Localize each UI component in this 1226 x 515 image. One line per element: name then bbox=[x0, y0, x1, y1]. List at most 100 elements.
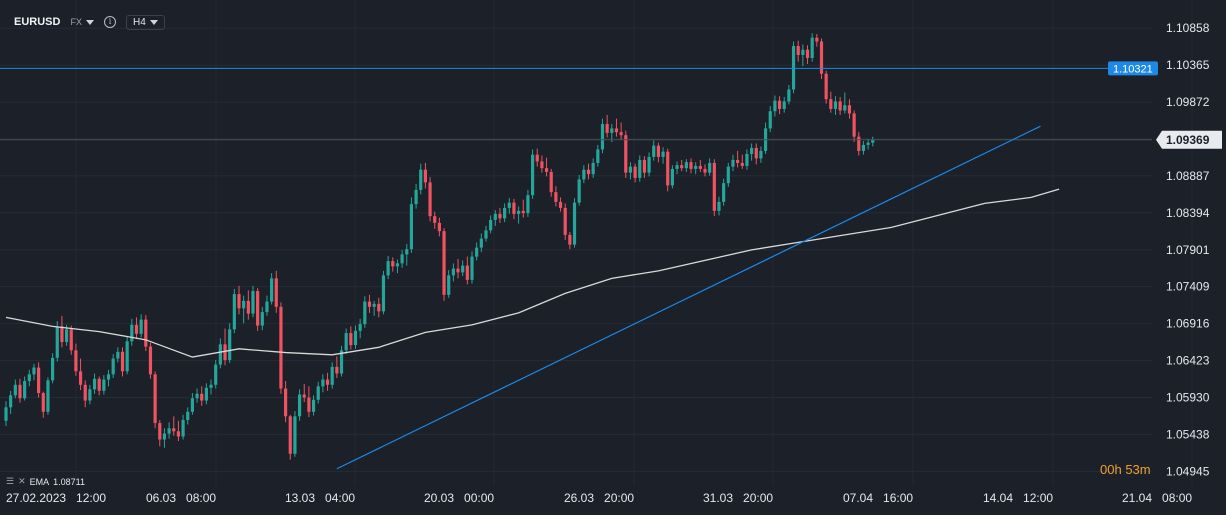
candle bbox=[521, 199, 525, 218]
candle bbox=[409, 197, 414, 253]
ema-label: EMA bbox=[29, 476, 50, 487]
candle bbox=[130, 318, 134, 346]
candle bbox=[367, 294, 372, 313]
candle bbox=[237, 285, 241, 315]
x-tick-label: 07.04 16:00 bbox=[843, 491, 913, 505]
candle bbox=[437, 217, 441, 237]
candle bbox=[530, 149, 535, 199]
candle bbox=[638, 155, 642, 182]
candle bbox=[661, 147, 665, 164]
candle bbox=[302, 384, 306, 403]
candle bbox=[717, 196, 721, 216]
candle bbox=[712, 159, 716, 217]
candle bbox=[726, 162, 730, 187]
candle bbox=[260, 306, 264, 331]
candle bbox=[83, 380, 87, 408]
candle bbox=[88, 384, 92, 405]
candle bbox=[544, 157, 549, 177]
candle bbox=[507, 198, 511, 214]
y-tick-label: 1.08887 bbox=[1166, 169, 1210, 183]
candle bbox=[307, 386, 311, 418]
candle bbox=[97, 376, 101, 396]
candle bbox=[568, 231, 572, 250]
candle bbox=[675, 161, 679, 175]
candle bbox=[475, 242, 479, 261]
candle bbox=[689, 158, 693, 174]
candle bbox=[377, 297, 381, 318]
x-tick-label: 14.04 12:00 bbox=[983, 491, 1053, 505]
candle bbox=[773, 95, 777, 117]
candle bbox=[195, 388, 199, 403]
candle bbox=[372, 300, 376, 316]
candle bbox=[605, 114, 609, 138]
candle bbox=[311, 395, 316, 416]
level-price-tag[interactable]: 1.10321 bbox=[1108, 61, 1158, 76]
candle bbox=[805, 45, 810, 64]
candle bbox=[736, 150, 740, 168]
candle bbox=[330, 362, 334, 389]
candle bbox=[591, 158, 595, 178]
candle bbox=[335, 356, 339, 379]
candle bbox=[871, 136, 875, 147]
candle bbox=[703, 164, 707, 177]
candle bbox=[316, 381, 320, 404]
candle bbox=[176, 420, 181, 442]
candle bbox=[861, 141, 866, 155]
timeframe-selector[interactable]: H4 bbox=[125, 14, 165, 30]
x-tick-label: 26.03 20:00 bbox=[564, 491, 634, 505]
timeframe-label: H4 bbox=[132, 16, 146, 28]
candle bbox=[498, 207, 502, 223]
countdown-hours: 00 bbox=[1100, 462, 1115, 477]
candle bbox=[517, 206, 521, 224]
candle bbox=[456, 258, 460, 279]
candle bbox=[493, 210, 497, 226]
candle bbox=[782, 96, 786, 113]
candle bbox=[791, 41, 796, 94]
candle bbox=[428, 177, 432, 222]
info-icon[interactable]: i bbox=[103, 16, 116, 28]
market-selector[interactable]: FX bbox=[70, 17, 94, 27]
price-axis[interactable]: 1.108581.103651.098721.093801.088871.083… bbox=[1166, 21, 1210, 478]
candle bbox=[153, 371, 157, 429]
ema-legend[interactable]: ☰ ✕ EMA 1.08711 bbox=[6, 476, 85, 487]
y-tick-label: 1.09872 bbox=[1166, 95, 1210, 109]
candle bbox=[200, 386, 204, 406]
candle bbox=[125, 336, 129, 375]
x-tick-label: 21.04 08:00 bbox=[1122, 491, 1192, 505]
candle bbox=[731, 154, 735, 172]
candle bbox=[358, 318, 362, 339]
candle bbox=[265, 295, 269, 316]
candle bbox=[419, 163, 423, 195]
chart-grid bbox=[0, 27, 1152, 472]
candle bbox=[162, 428, 167, 448]
candle bbox=[349, 326, 353, 350]
candle bbox=[750, 143, 754, 161]
candle bbox=[23, 376, 27, 401]
close-icon[interactable]: ✕ bbox=[18, 476, 26, 486]
candle bbox=[824, 70, 828, 104]
candle bbox=[843, 92, 847, 114]
candle bbox=[461, 260, 465, 277]
symbol-label[interactable]: EURUSD bbox=[14, 16, 61, 28]
candle-countdown: 00h 53m bbox=[1100, 462, 1151, 477]
candle bbox=[610, 123, 614, 142]
candle bbox=[134, 317, 139, 340]
menu-icon[interactable]: ☰ bbox=[6, 476, 15, 486]
candle bbox=[186, 407, 190, 425]
market-label: FX bbox=[70, 17, 82, 27]
time-axis[interactable]: 27.02.2023 12:00 06.03 08:00 13.03 04:00 20… bbox=[6, 491, 1192, 505]
candle bbox=[69, 325, 73, 355]
candle bbox=[680, 159, 684, 172]
candle bbox=[642, 156, 647, 178]
candle bbox=[470, 251, 474, 284]
candle bbox=[633, 163, 637, 183]
candle bbox=[139, 314, 143, 338]
candle bbox=[158, 420, 162, 447]
candle bbox=[106, 369, 111, 387]
candle bbox=[465, 256, 469, 285]
y-tick-label: 1.07901 bbox=[1166, 243, 1210, 257]
candle bbox=[27, 369, 31, 387]
candle bbox=[586, 163, 591, 180]
candle bbox=[60, 315, 64, 348]
